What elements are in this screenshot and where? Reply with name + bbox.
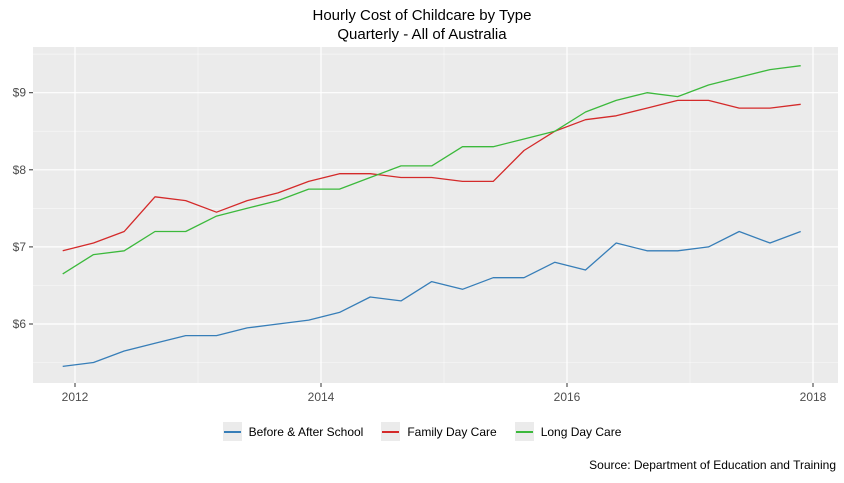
- panel-background: [33, 47, 838, 383]
- y-axis-tick-label: $9: [13, 86, 27, 100]
- series-line-before-after-school: [62, 230, 801, 368]
- page-title: Hourly Cost of Childcare by Type: [312, 7, 532, 24]
- legend-key-swatch: [222, 422, 242, 441]
- series-line-family-day-care: [62, 99, 801, 252]
- y-axis-tick-label: $8: [13, 163, 27, 177]
- source-caption: Source: Department of Education and Trai…: [589, 458, 836, 472]
- x-axis-tick-label: 2014: [308, 390, 335, 404]
- chart-canvas: $6 $7 $8 $9 2012 2014 2016 2018: [13, 47, 838, 404]
- y-axis-tick-label: $7: [13, 240, 27, 254]
- legend-key-swatch: [381, 422, 401, 441]
- x-axis-tick-label: 2016: [554, 390, 581, 404]
- x-axis-tick-label: 2012: [62, 390, 89, 404]
- legend-label: Before & After School: [248, 424, 364, 439]
- legend-key-swatch: [514, 422, 534, 441]
- legend-label: Long Day Care: [540, 424, 622, 439]
- legend-item-long-day-care: Long Day Care: [514, 422, 622, 441]
- chart-title-block: Hourly Cost of Childcare by Type Quarter…: [0, 6, 844, 44]
- legend-label: Family Day Care: [407, 424, 497, 439]
- chart-legend: Before & After School Family Day Care Long…: [0, 422, 844, 441]
- page-subtitle: Quarterly - All of Australia: [337, 26, 507, 43]
- x-axis-tick-label: 2018: [800, 390, 827, 404]
- series-line-long-day-care: [62, 65, 801, 275]
- legend-key-line: [515, 430, 533, 433]
- y-axis-tick-label: $6: [13, 317, 27, 331]
- legend-key-line: [223, 430, 241, 433]
- legend-item-family-day-care: Family Day Care: [381, 422, 497, 441]
- legend-item-before-after-school: Before & After School: [222, 422, 364, 441]
- legend-key-line: [382, 430, 400, 433]
